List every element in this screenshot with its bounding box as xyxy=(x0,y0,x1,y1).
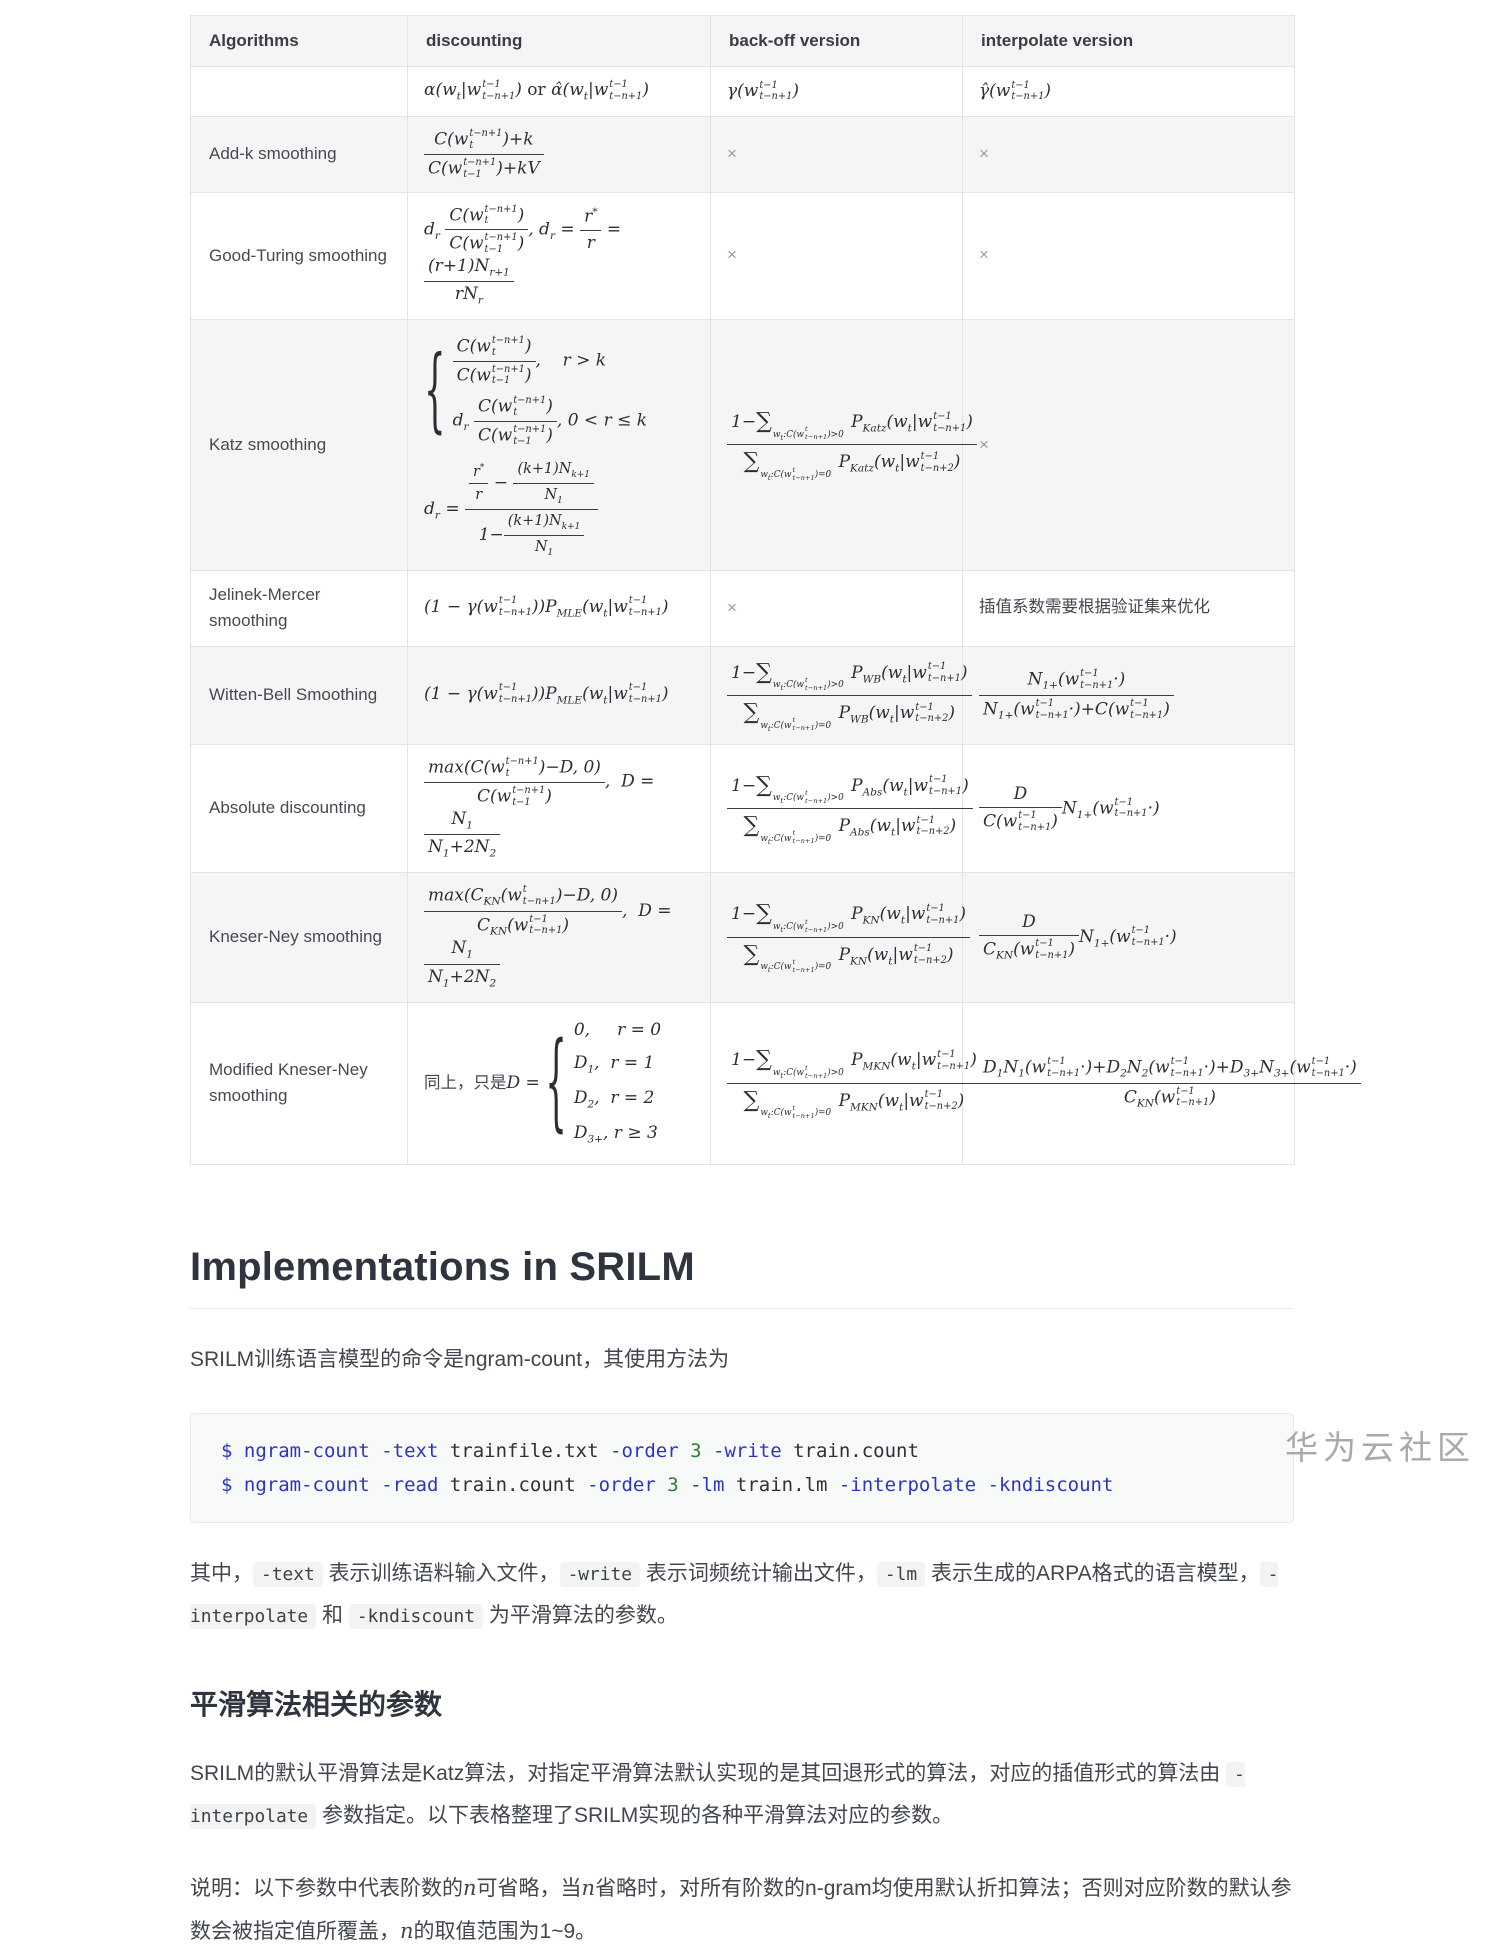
default-algo-paragraph: SRILM的默认平滑算法是Katz算法，对指定平滑算法默认实现的是其回退形式的算… xyxy=(190,1762,1245,1830)
formula-cell: D CKN(w t−1 t−n+1) N1+(w t−1 t−n+1 ·) xyxy=(962,871,1295,1003)
algorithm-name-cell: Kneser-Ney smoothing xyxy=(190,871,408,1003)
formula-cell: γ(w t−1 t−n+1) xyxy=(710,65,963,118)
smoothing-algorithms-table: Algorithms discounting back-off version … xyxy=(190,15,1361,1165)
formula-cell: max(CKN(w t t−n+1)−D, 0) CKN(w t−1 t−n+1), D … xyxy=(407,871,711,1003)
formula-cell: × xyxy=(710,569,963,647)
algorithm-name-cell: Jelinek-Mercer smoothing xyxy=(190,569,408,647)
table-row: Absolute discounting max(C(w t−n+1 t)−D, 0)… xyxy=(190,744,1295,873)
formula-cell: × xyxy=(962,116,1295,193)
formula-cell: N1+(w t−1 t−n+1 ·) N1+(w t−1 t−n+1 ·)+C(w t−1 t−n… xyxy=(962,645,1295,746)
formula-cell: {C(w t−n+1 t) C(w t−n+1 t−1), r > k dr C(w t−n+… xyxy=(407,318,711,571)
table-row: Kneser-Ney smoothing max(CKN(w t t−n+1)−D, … xyxy=(190,871,1295,1003)
formula-cell: C(w t−n+1 t)+k C(w t−n+1 t−1)+kV xyxy=(407,116,711,193)
algorithm-name-cell: Add-k smoothing xyxy=(190,116,408,193)
formula-cell: α(wt|w t−1 t−n+1) or α̂(wt|w t−1 t−n+1) xyxy=(407,65,711,118)
table-row: α(wt|w t−1 t−n+1) or α̂(wt|w t−1 t−n+1) γ(w t−… xyxy=(190,65,1295,118)
formula-cell: 插值系数需要根据验证集来优化 xyxy=(962,569,1295,647)
column-header-interpolate: interpolate version xyxy=(962,15,1295,67)
table-row: Jelinek-Mercer smoothing (1 − γ(w t−1 t−n+1… xyxy=(190,569,1295,647)
formula-cell: × xyxy=(710,116,963,193)
formula-cell: 1−∑wt:C(w t t−n+1)>0 PKatz(wt|w t−1 t−n+1) ∑w… xyxy=(710,318,977,571)
algorithm-name-cell: Witten-Bell Smoothing xyxy=(190,645,408,746)
formula-cell: γ̂(w t−1 t−n+1) xyxy=(962,65,1295,118)
intro-paragraph: SRILM训练语言模型的命令是ngram-count，其使用方法为 xyxy=(190,1347,730,1371)
formula-cell: 1−∑wt:C(w t t−n+1)>0 PMKN(wt|w t−1 t−n+1) ∑wt… xyxy=(710,1001,981,1165)
algorithm-name-cell: Good-Turing smoothing xyxy=(190,191,408,320)
table-row: Good-Turing smoothing dr C(w t−n+1 t) C(w t−n… xyxy=(190,191,1295,320)
column-header-discounting: discounting xyxy=(407,15,711,67)
algorithm-name-cell: Absolute discounting xyxy=(190,744,408,873)
section-heading: 平滑算法相关的参数 xyxy=(190,1689,443,1721)
table-row: Add-k smoothing C(w t−n+1 t)+k C(w t−n+1 t−1)+… xyxy=(190,116,1295,193)
note-paragraph: 说明：以下参数中代表阶数的n可省略，当n省略时，对所有阶数的n-gram均使用默… xyxy=(190,1876,1292,1944)
formula-cell: × xyxy=(962,318,1295,571)
code-block: $ ngram-count -text trainfile.txt -order… xyxy=(190,1412,1294,1524)
watermark: 华为云社区 xyxy=(1285,1429,1475,1466)
table-body: α(wt|w t−1 t−n+1) or α̂(wt|w t−1 t−n+1) γ(w t−… xyxy=(190,65,1361,1165)
formula-cell: 1−∑wt:C(w t t−n+1)>0 PKN(wt|w t−1 t−n+1) ∑wt:… xyxy=(710,871,971,1003)
formula-cell: D C(w t−1 t−n+1) N1+(w t−1 t−n+1 ·) xyxy=(962,744,1295,873)
formula-cell: 同上，只是D = {0, r = 0 D1, r = 1 D2, r = 2 D3+,… xyxy=(407,1001,711,1165)
formula-cell: D1N1(w t−1 t−n+1 ·)+D2N2(w t−1 t−n+1 ·)+D3+N3+… xyxy=(962,1001,1361,1165)
algorithm-name-cell xyxy=(190,65,408,118)
formula-cell: 1−∑wt:C(w t t−n+1)>0 PWB(wt|w t−1 t−n+1) ∑wt:… xyxy=(710,645,972,746)
table-row: Modified Kneser-Ney smoothing 同上，只是D = {0… xyxy=(190,1001,1361,1165)
formula-cell: × xyxy=(962,191,1295,320)
formula-cell: (1 − γ(w t−1 t−n+1))PMLE(wt|w t−1 t−n+1) xyxy=(407,569,711,647)
formula-cell: 1−∑wt:C(w t t−n+1)>0 PAbs(wt|w t−1 t−n+1) ∑wt… xyxy=(710,744,973,873)
article-content: Algorithms discounting back-off version … xyxy=(190,0,1361,1953)
formula-cell: (1 − γ(w t−1 t−n+1))PMLE(wt|w t−1 t−n+1) xyxy=(407,645,711,746)
options-paragraph: 其中， -text 表示训练语料输入文件， -write 表示词频统计输出文件， -l… xyxy=(190,1562,1279,1630)
column-header-algorithms: Algorithms xyxy=(190,15,408,67)
table-row: Witten-Bell Smoothing (1 − γ(w t−1 t−n+1))P… xyxy=(190,645,1295,746)
formula-cell: dr C(w t−n+1 t) C(w t−n+1 t−1), dr = r* r = (r… xyxy=(407,191,711,320)
column-header-backoff: back-off version xyxy=(710,15,963,67)
table-row: Katz smoothing{C(w t−n+1 t) C(w t−n+1 t−1), r… xyxy=(190,318,1295,571)
code-line: $ ngram-count -read train.count -order 3… xyxy=(221,1473,1114,1496)
table-header-row: Algorithms discounting back-off version … xyxy=(190,15,1295,67)
algorithm-name-cell: Katz smoothing xyxy=(190,318,408,571)
algorithm-name-cell: Modified Kneser-Ney smoothing xyxy=(190,1001,408,1165)
code-line: $ ngram-count -text trainfile.txt -order… xyxy=(221,1439,919,1462)
formula-cell: max(C(w t−n+1 t)−D, 0) C(w t−n+1 t−1), D = N1… xyxy=(407,744,711,873)
formula-cell: × xyxy=(710,191,963,320)
page-title: Implementations in SRILM xyxy=(190,1245,1294,1309)
